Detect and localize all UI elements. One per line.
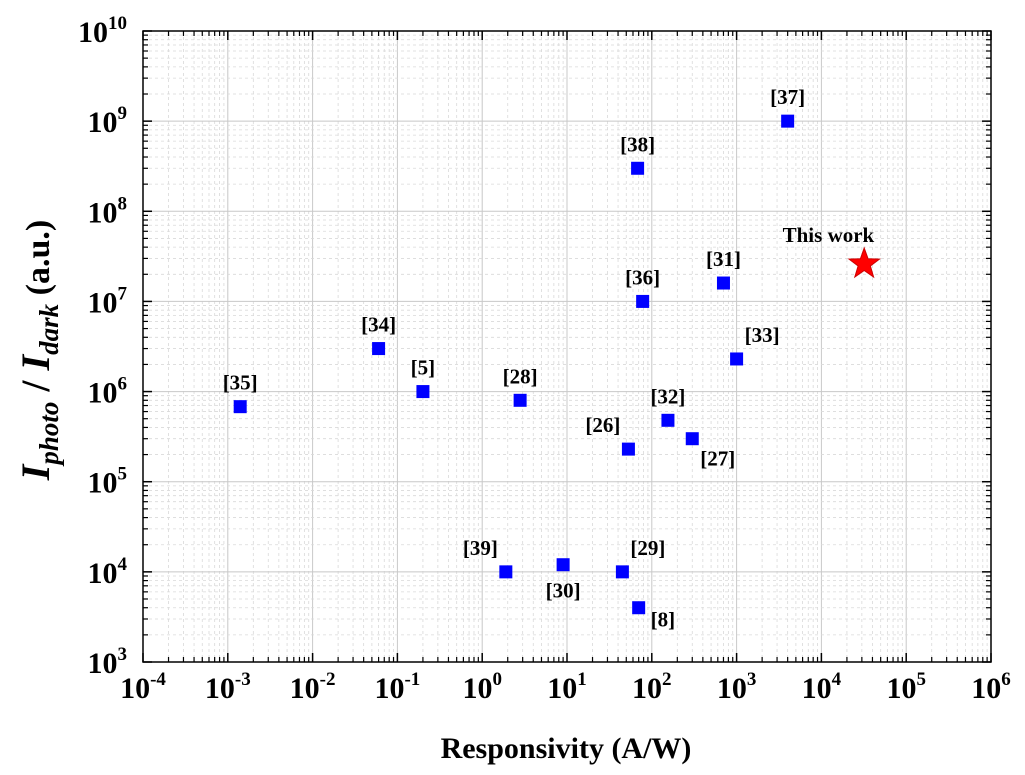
point-label: [27] xyxy=(700,447,735,471)
y-axis-title-sep: / xyxy=(13,370,58,401)
y-tick-label: 103 xyxy=(88,644,128,680)
data-point xyxy=(416,385,430,399)
x-tick-labels: 10-4 10-3 10-2 10-1 100 101 102 103 104 105 106 xyxy=(120,669,1011,705)
data-point xyxy=(615,565,629,579)
data-point xyxy=(233,400,247,414)
x-tick-label: 10-1 xyxy=(374,669,420,705)
y-tick-label: 108 xyxy=(88,193,128,229)
point-label: [8] xyxy=(651,608,676,632)
data-point xyxy=(661,413,675,427)
y-axis-title-sub2: dark xyxy=(34,303,64,355)
point-label: [36] xyxy=(625,265,660,289)
data-point xyxy=(632,601,646,615)
y-axis-title: Iphoto / Idark (a.u.) xyxy=(13,220,64,481)
x-tick-label: 106 xyxy=(971,669,1011,705)
data-point xyxy=(631,161,645,175)
y-tick-label: 109 xyxy=(88,103,128,139)
x-tick-label: 105 xyxy=(886,669,926,705)
y-tick-label: 104 xyxy=(88,554,128,590)
y-axis-title-sub1: photo xyxy=(34,402,64,467)
data-point xyxy=(372,342,386,356)
data-point xyxy=(781,114,795,128)
highlight-label: This work xyxy=(783,223,875,247)
point-label: [39] xyxy=(463,536,498,560)
point-label: [37] xyxy=(770,85,805,109)
point-label: [30] xyxy=(546,579,581,603)
point-label: [33] xyxy=(745,323,780,347)
x-tick-label: 102 xyxy=(632,669,672,705)
data-point xyxy=(685,432,699,446)
data-point xyxy=(513,393,527,407)
x-tick-label: 10-2 xyxy=(290,669,336,705)
y-tick-labels: 103 104 105 106 107 108 109 1010 xyxy=(78,13,128,680)
x-tick-label: 101 xyxy=(547,669,587,705)
x-tick-label: 104 xyxy=(802,669,842,705)
point-label: [32] xyxy=(650,384,685,408)
data-point xyxy=(716,276,730,290)
data-point xyxy=(621,442,635,456)
highlight-point: This work xyxy=(783,223,881,279)
y-tick-label: 105 xyxy=(88,464,128,500)
x-tick-label: 10-4 xyxy=(120,669,166,705)
point-label: [35] xyxy=(223,371,258,395)
axis-ticks xyxy=(142,30,992,663)
point-label: [28] xyxy=(503,364,538,388)
point-label: [5] xyxy=(411,356,436,380)
y-axis-title-i2: I xyxy=(13,353,58,371)
y-tick-label: 106 xyxy=(88,374,128,410)
star-marker xyxy=(847,246,881,279)
x-axis-title: Responsivity (A/W) xyxy=(441,732,692,765)
data-points xyxy=(233,114,795,615)
y-tick-label: 1010 xyxy=(78,13,127,49)
x-tick-label: 100 xyxy=(462,669,502,705)
plot-frame xyxy=(142,30,992,663)
data-point xyxy=(499,565,513,579)
point-label: [34] xyxy=(361,313,396,337)
point-label: [26] xyxy=(585,413,620,437)
point-label: [38] xyxy=(620,132,655,156)
point-labels: [35] [34] [5] [28] [38] [37] [36] [31] [33] [32] [… xyxy=(223,85,805,632)
point-label: [29] xyxy=(630,536,665,560)
data-point xyxy=(730,352,744,366)
point-label: [31] xyxy=(706,247,741,271)
y-axis-title-i1: I xyxy=(13,463,58,481)
y-axis-title-unit: (a.u.) xyxy=(20,220,57,304)
data-point xyxy=(636,294,650,308)
y-tick-label: 107 xyxy=(88,283,128,319)
x-tick-label: 10-3 xyxy=(205,669,251,705)
data-point xyxy=(556,558,570,572)
x-tick-label: 103 xyxy=(717,669,757,705)
